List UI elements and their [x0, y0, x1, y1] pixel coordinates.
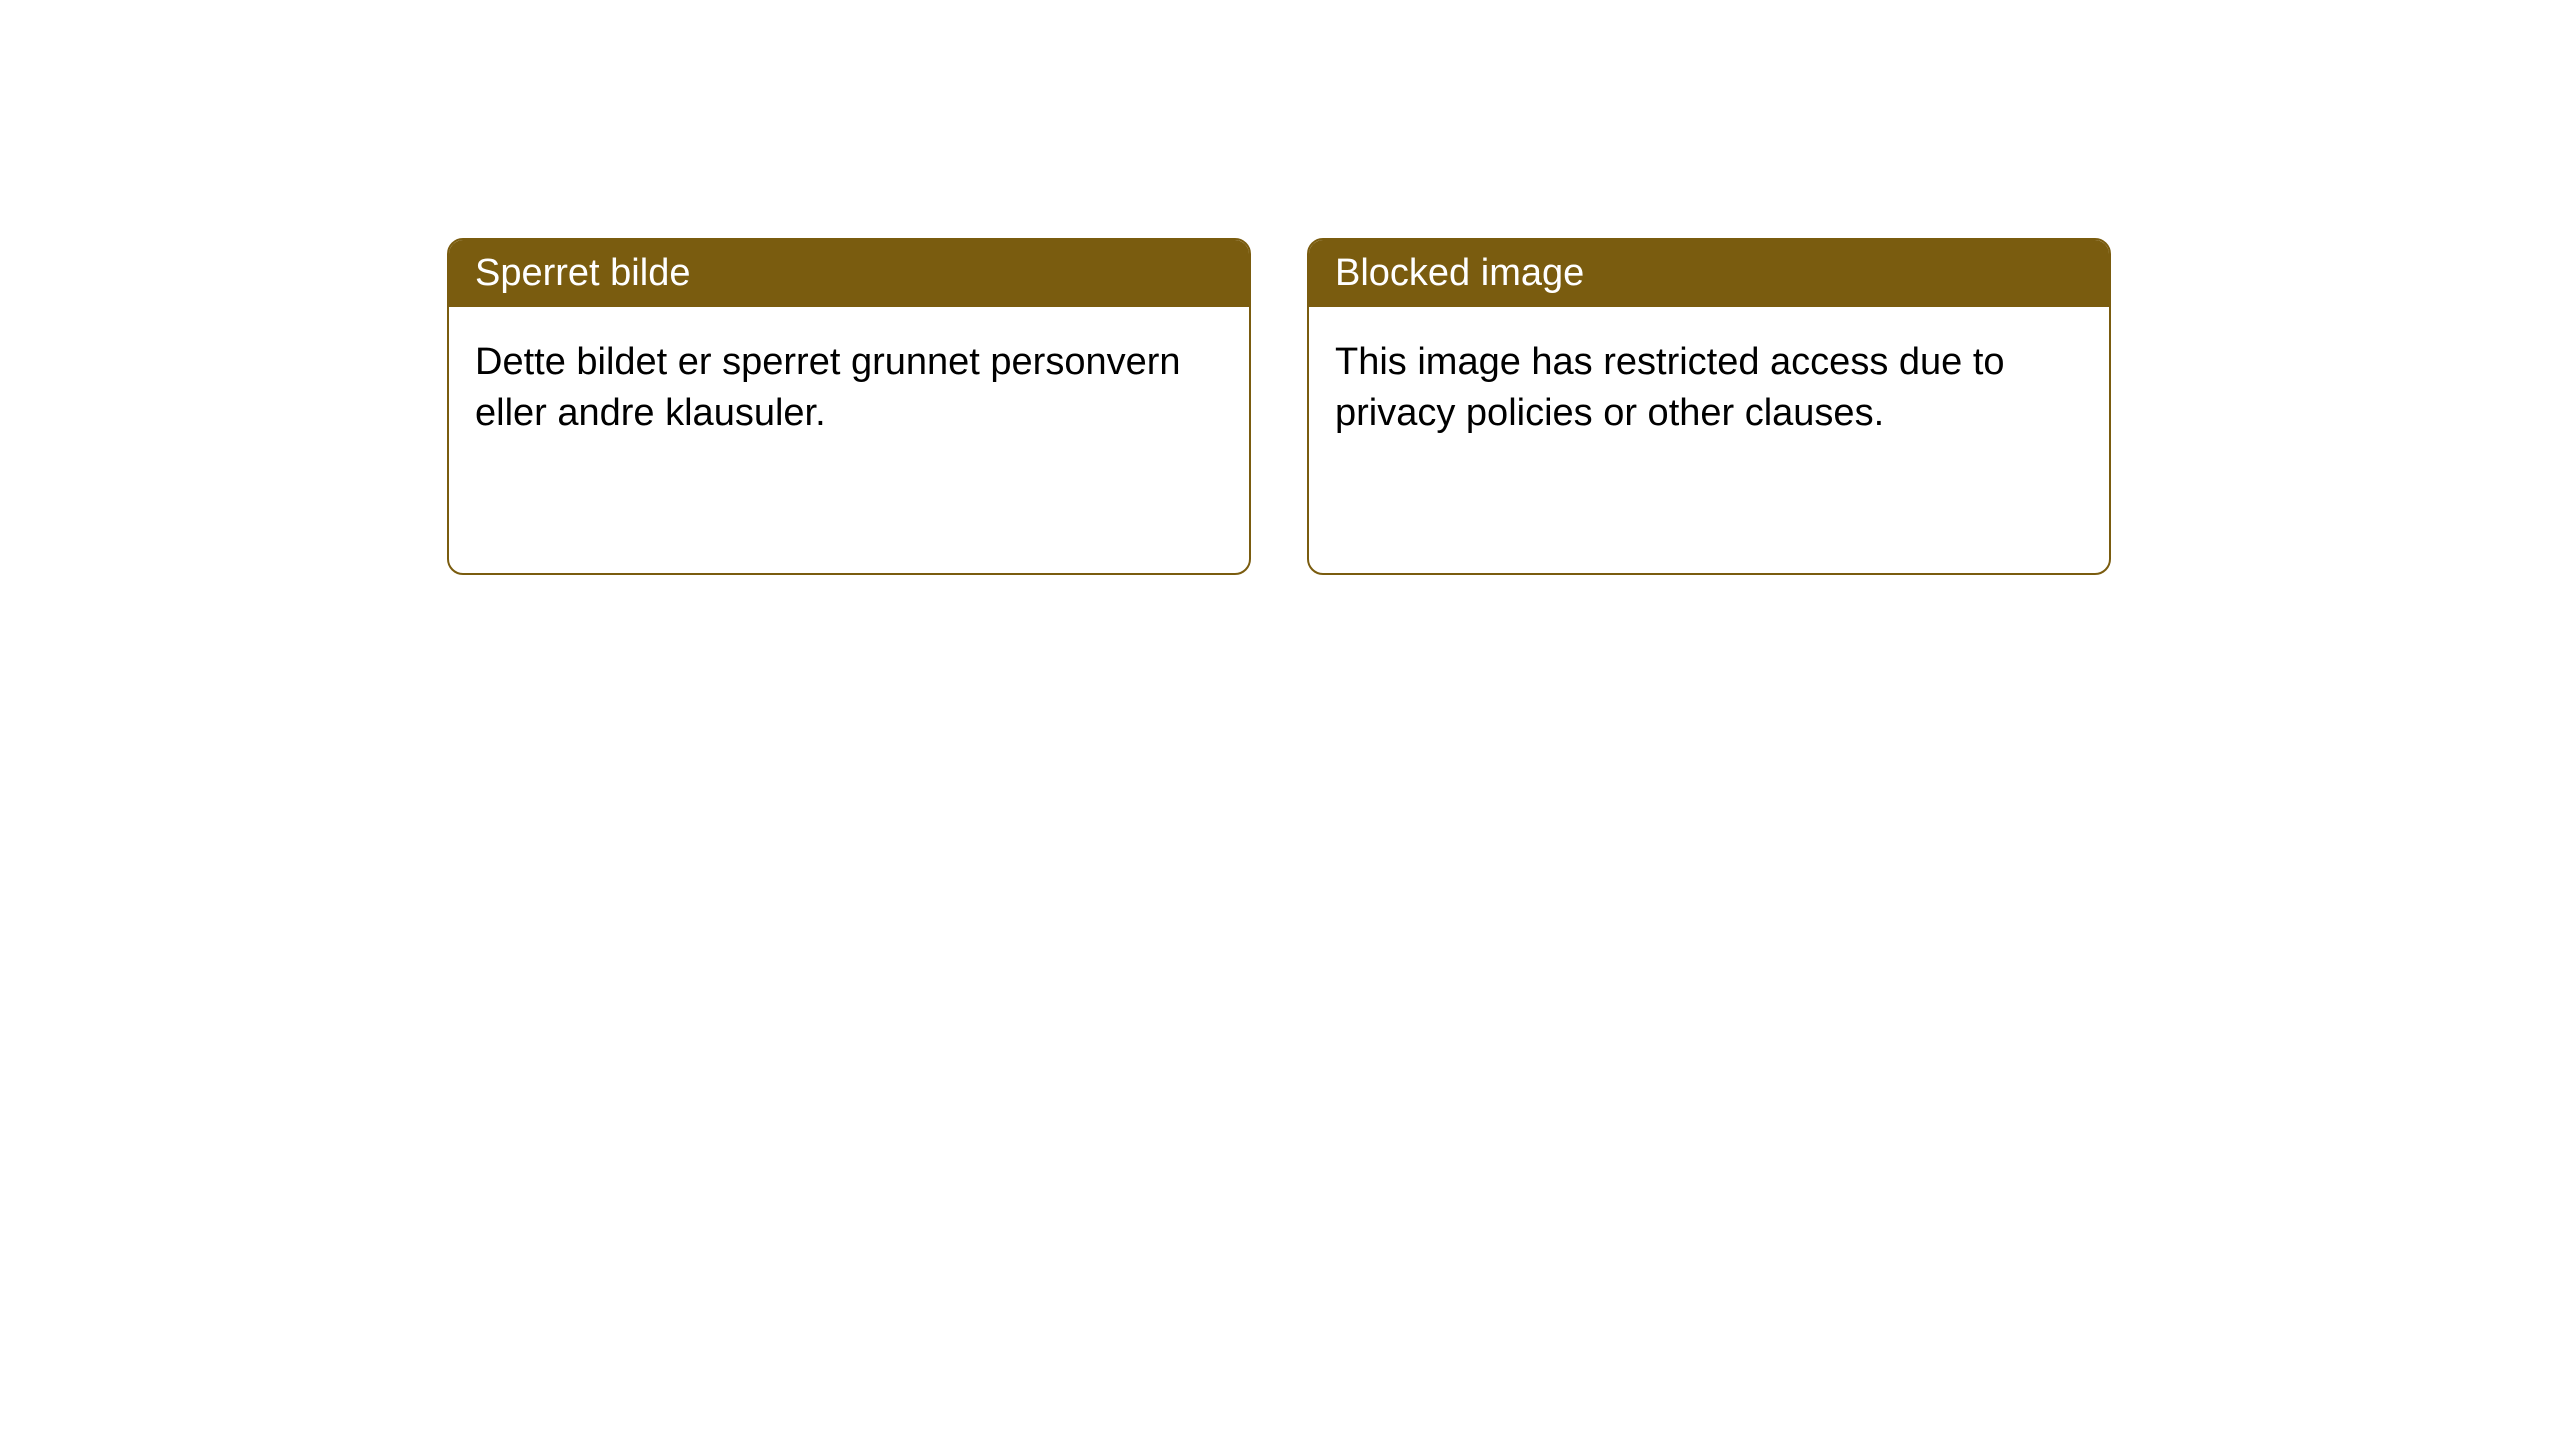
- card-body: Dette bildet er sperret grunnet personve…: [449, 307, 1249, 470]
- card-header: Sperret bilde: [449, 240, 1249, 307]
- card-title: Sperret bilde: [475, 252, 690, 294]
- card-body-text: Dette bildet er sperret grunnet personve…: [475, 341, 1181, 434]
- notice-card-norwegian: Sperret bilde Dette bildet er sperret gr…: [447, 238, 1251, 575]
- card-body: This image has restricted access due to …: [1309, 307, 2109, 470]
- notice-cards-container: Sperret bilde Dette bildet er sperret gr…: [447, 238, 2111, 575]
- notice-card-english: Blocked image This image has restricted …: [1307, 238, 2111, 575]
- card-title: Blocked image: [1335, 252, 1584, 294]
- card-body-text: This image has restricted access due to …: [1335, 341, 2005, 434]
- card-header: Blocked image: [1309, 240, 2109, 307]
